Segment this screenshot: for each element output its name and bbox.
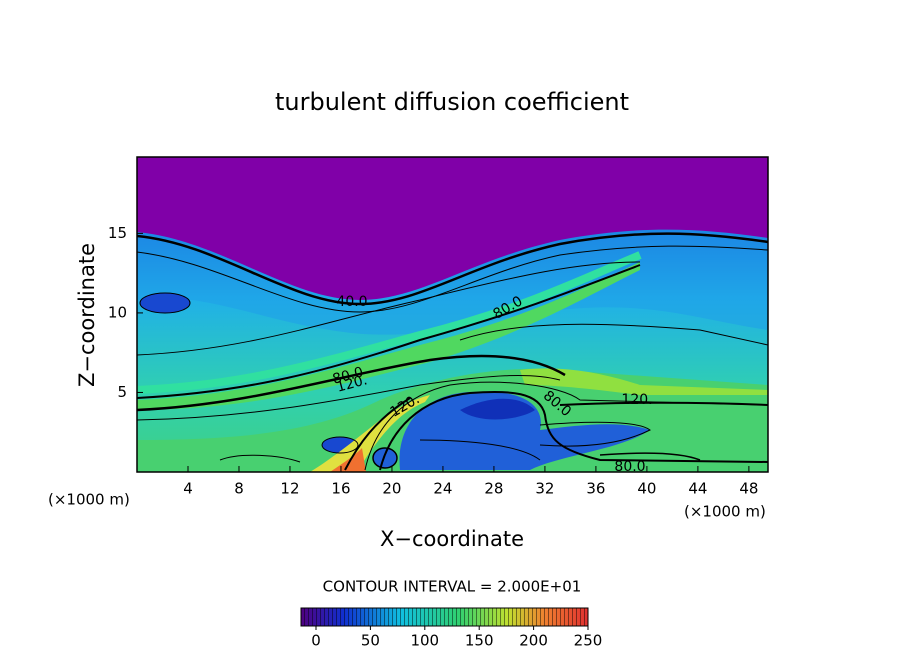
colorbar-tick-label: 250	[574, 632, 603, 650]
x-axis-label: X−coordinate	[380, 527, 524, 551]
contour-field	[137, 157, 768, 472]
colorbar-tick-label: 50	[361, 632, 380, 650]
y-tick-label: 10	[108, 303, 127, 321]
x-unit-label: (×1000 m)	[684, 503, 766, 521]
contour-label: 120.	[621, 392, 652, 408]
x-tick-label: 12	[280, 480, 299, 498]
x-tick-label: 16	[331, 480, 350, 498]
x-tick-label: 28	[484, 480, 503, 498]
x-unit-label: (×1000 m)	[48, 491, 130, 509]
contour-label: 80.0	[614, 459, 645, 475]
y-tick-label: 5	[117, 383, 127, 401]
colorbar-tick-label: 0	[311, 632, 321, 650]
contour-label: 40.0	[336, 294, 367, 310]
colorbar-tick-label: 200	[519, 632, 548, 650]
x-tick-label: 20	[382, 480, 401, 498]
y-tick-label: 15	[108, 224, 127, 242]
colorbar-tick-label: 150	[465, 632, 494, 650]
x-tick-label: 4	[183, 480, 193, 498]
plot-frame	[136, 156, 769, 473]
y-axis-label: Z−coordinate	[75, 243, 99, 387]
x-tick-label: 44	[688, 480, 707, 498]
chart-title: turbulent diffusion coefficient	[275, 88, 629, 116]
colorbar-frame	[300, 607, 589, 627]
colorbar-tick-label: 100	[410, 632, 439, 650]
x-tick-label: 32	[535, 480, 554, 498]
contour-label: 120.	[335, 372, 369, 396]
contour-interval: CONTOUR INTERVAL = 2.000E+01	[323, 578, 582, 596]
x-tick-label: 8	[234, 480, 244, 498]
x-tick-label: 48	[739, 480, 758, 498]
x-tick-label: 40	[637, 480, 656, 498]
contour-lines	[137, 232, 768, 471]
x-tick-label: 36	[586, 480, 605, 498]
contour-label: 80.0	[331, 364, 365, 388]
x-tick-label: 24	[433, 480, 452, 498]
